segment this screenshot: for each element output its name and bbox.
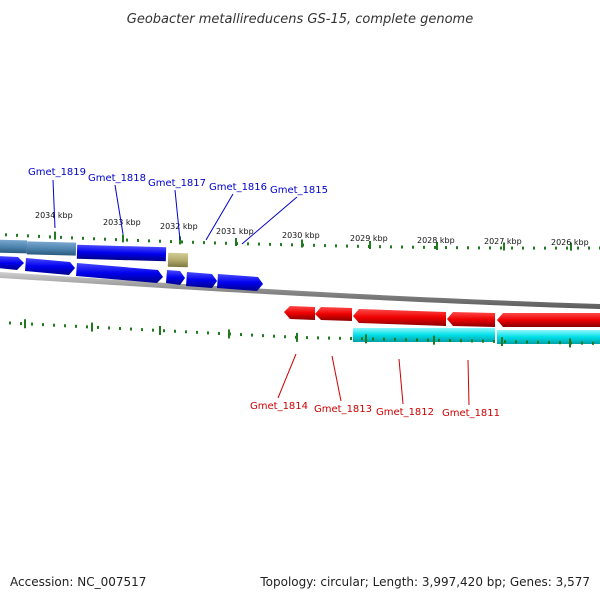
scale-label: 2033 kbp — [103, 218, 141, 227]
map-title: Geobacter metallireducens GS-15, complet… — [127, 12, 473, 27]
gene-arrow[interactable] — [353, 309, 446, 326]
leader-line — [277, 353, 297, 399]
leader-line — [205, 193, 234, 241]
leader-line — [331, 355, 342, 402]
gene-label[interactable]: Gmet_1816 — [209, 182, 267, 193]
gene-arrow[interactable] — [26, 241, 77, 256]
gene-arrow[interactable] — [167, 252, 189, 268]
leader-line — [241, 196, 298, 245]
gene-label[interactable]: Gmet_1812 — [376, 407, 434, 418]
leader-line — [467, 359, 470, 406]
leader-line — [174, 189, 181, 241]
gene-arrow[interactable] — [447, 312, 495, 327]
gene-arrow[interactable] — [284, 306, 315, 320]
genome-backbone — [0, 272, 600, 309]
gene-label[interactable]: Gmet_1817 — [148, 178, 206, 189]
gene-arrow[interactable] — [497, 313, 600, 327]
gene-arrow[interactable] — [217, 274, 263, 291]
topology-text: Topology: circular; Length: 3,997,420 bp… — [259, 575, 590, 589]
gene-arrow[interactable] — [25, 258, 75, 275]
scale-label: 2029 kbp — [350, 234, 388, 243]
scale-label: 2034 kbp — [35, 211, 73, 220]
forward-strand-genes — [0, 239, 263, 291]
leader-line — [52, 179, 56, 229]
gene-arrow[interactable] — [353, 328, 495, 342]
leader-line — [114, 184, 124, 235]
gene-arrow[interactable] — [76, 263, 163, 283]
gene-arrow[interactable] — [186, 272, 217, 288]
gene-arrow[interactable] — [0, 256, 24, 270]
accession-text: Accession: NC_007517 — [10, 575, 146, 589]
gene-arrow[interactable] — [0, 239, 28, 254]
gene-label[interactable]: Gmet_1813 — [314, 404, 372, 415]
scale-label: 2027 kbp — [484, 237, 522, 246]
reverse-strand-genes — [284, 306, 600, 344]
leader-line — [398, 358, 404, 405]
gene-arrow[interactable] — [166, 270, 185, 285]
gene-label[interactable]: Gmet_1815 — [270, 185, 328, 196]
scale-label: 2031 kbp — [216, 227, 254, 236]
gene-label[interactable]: Gmet_1818 — [88, 173, 146, 184]
gene-label[interactable]: Gmet_1811 — [442, 408, 500, 419]
scale-label: 2028 kbp — [417, 236, 455, 245]
scale-label: 2030 kbp — [282, 231, 320, 240]
scale-label: 2026 kbp — [551, 238, 589, 247]
gene-label[interactable]: Gmet_1814 — [250, 401, 308, 412]
gene-arrow[interactable] — [497, 330, 600, 344]
gene-arrow[interactable] — [76, 244, 167, 262]
gene-label[interactable]: Gmet_1819 — [28, 167, 86, 178]
gene-arrow[interactable] — [315, 307, 352, 321]
